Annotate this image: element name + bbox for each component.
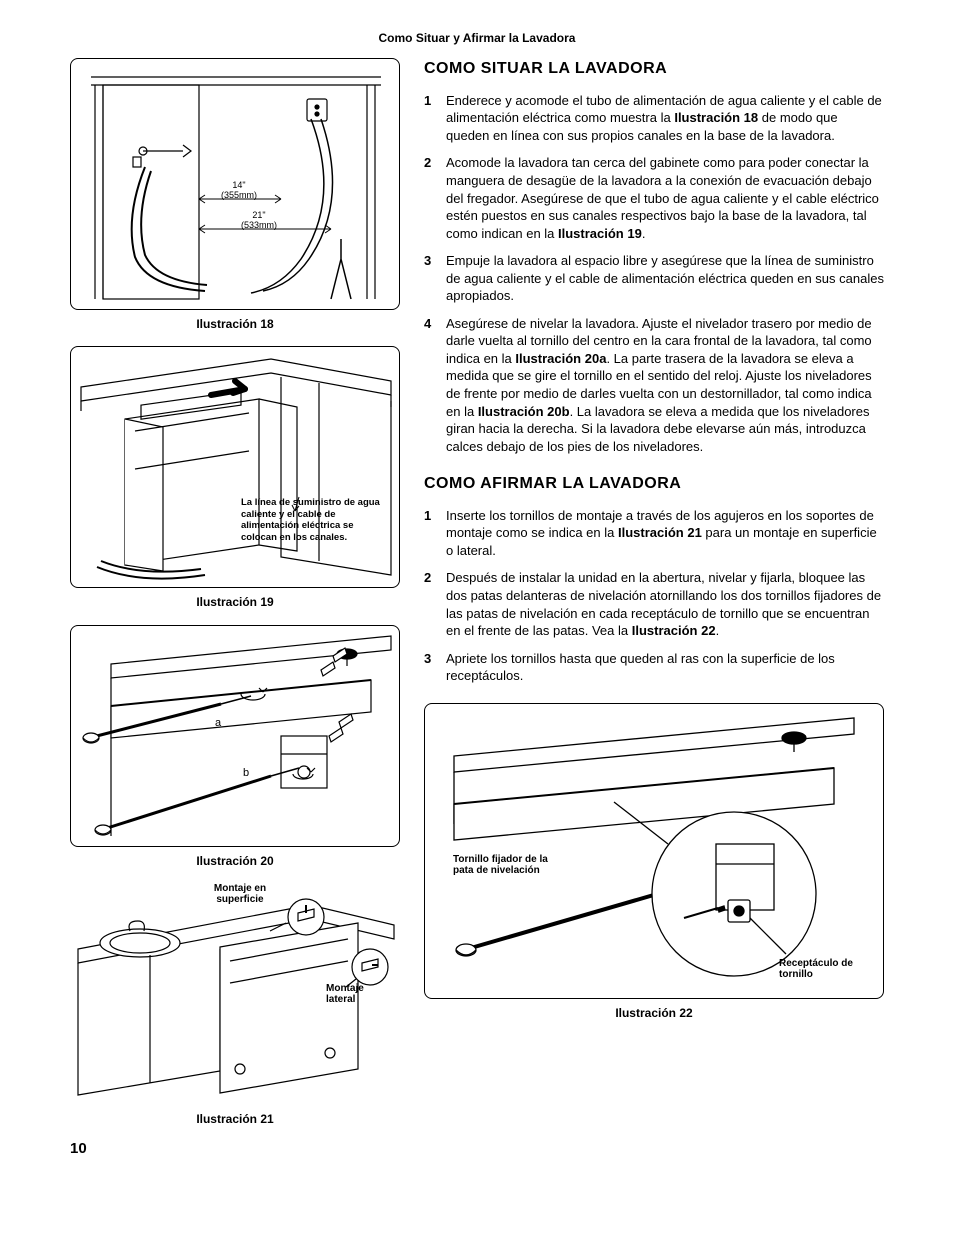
fig22-screw-label: Tornillo fijador de la pata de nivelació…: [453, 854, 553, 876]
figure-19-svg: [71, 347, 400, 588]
figure-20-caption: Ilustración 20: [70, 853, 400, 869]
section2-item-1: Inserte los tornillos de montaje a travé…: [424, 507, 884, 560]
fig18-dim1: 14"(355mm): [221, 181, 257, 200]
figure-21: Montaje en superficie Montaje lateral: [70, 883, 400, 1105]
page-number: 10: [70, 1139, 884, 1159]
fig21-top-label: Montaje en superficie: [200, 883, 280, 905]
section1-title: COMO SITUAR LA LAVADORA: [424, 58, 884, 80]
fig20-label-a: a: [215, 716, 221, 731]
figure-20: a b: [70, 625, 400, 847]
section1-item-3: Empuje la lavadora al espacio libre y as…: [424, 252, 884, 305]
two-column-layout: 14"(355mm) 21"(533mm) Ilustración 18: [70, 58, 884, 1131]
section1-list: Enderece y acomode el tubo de alimentaci…: [424, 92, 884, 455]
section2-title: COMO AFIRMAR LA LAVADORA: [424, 473, 884, 495]
figure-22-svg: [425, 704, 883, 999]
fig21-side-label: Montaje lateral: [326, 983, 386, 1005]
figure-18-caption: Ilustración 18: [70, 316, 400, 332]
fig19-note: La línea de suministro de agua caliente …: [241, 497, 391, 543]
section1-item-4: Asegúrese de nivelar la lavadora. Ajuste…: [424, 315, 884, 455]
figure-19-caption: Ilustración 19: [70, 594, 400, 610]
right-column: COMO SITUAR LA LAVADORA Enderece y acomo…: [424, 58, 884, 1131]
fig22-recept-label: Receptáculo de tornillo: [779, 958, 869, 980]
figure-19: La línea de suministro de agua caliente …: [70, 346, 400, 588]
section1-item-2: Acomode la lavadora tan cerca del gabine…: [424, 154, 884, 242]
fig20-label-b: b: [243, 766, 249, 781]
section2-item-2: Después de instalar la unidad en la aber…: [424, 569, 884, 639]
figure-22: Tornillo fijador de la pata de nivelació…: [424, 703, 884, 999]
figure-22-caption: Ilustración 22: [424, 1005, 884, 1021]
section2-list: Inserte los tornillos de montaje a travé…: [424, 507, 884, 685]
section2-item-3: Apriete los tornillos hasta que queden a…: [424, 650, 884, 685]
left-column: 14"(355mm) 21"(533mm) Ilustración 18: [70, 58, 400, 1131]
fig18-dim2: 21"(533mm): [241, 211, 277, 230]
section1-item-1: Enderece y acomode el tubo de alimentaci…: [424, 92, 884, 145]
figure-20-svg: [71, 626, 400, 847]
page-header: Como Situar y Afirmar la Lavadora: [70, 30, 884, 46]
figure-21-caption: Ilustración 21: [70, 1111, 400, 1127]
figure-18: 14"(355mm) 21"(533mm): [70, 58, 400, 310]
